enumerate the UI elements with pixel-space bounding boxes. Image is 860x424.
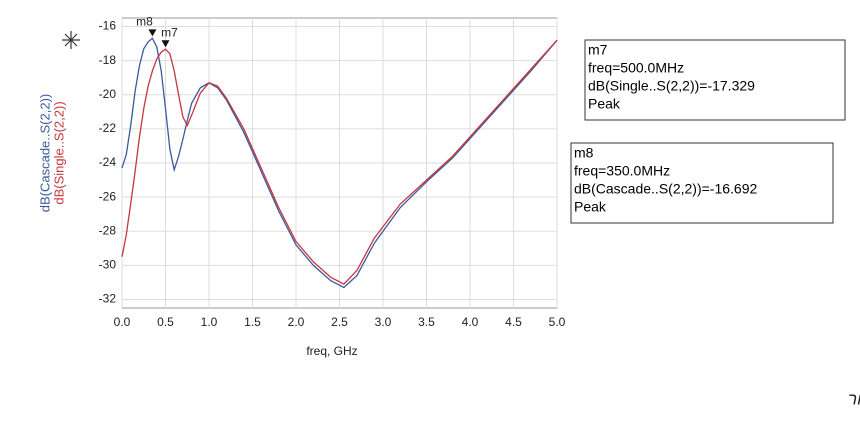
x-tick-label: 4.5 <box>505 315 522 329</box>
caption: איור 4: נתוני הדמיה עבור הפסדי החזרה ביצ… <box>848 389 860 408</box>
series-line <box>121 39 558 285</box>
x-tick-label: 1.0 <box>201 315 218 329</box>
x-tick-label: 5.0 <box>549 315 566 329</box>
y-axis-label: dB(Cascade..S(2,2)) <box>37 94 52 213</box>
y-tick-label: -16 <box>99 19 117 33</box>
marker-box-title: m7 <box>588 42 608 58</box>
y-tick-label: -20 <box>99 87 117 101</box>
y-tick-label: -28 <box>99 223 117 237</box>
x-tick-label: 0.0 <box>114 315 131 329</box>
x-tick-label: 3.0 <box>375 315 392 329</box>
y-tick-label: -22 <box>99 121 117 135</box>
y-tick-label: -18 <box>99 53 117 67</box>
marker-triangle <box>161 40 170 48</box>
marker-label: m8 <box>136 15 153 29</box>
marker-triangle <box>148 29 157 37</box>
marker-box-title: m8 <box>574 145 594 161</box>
x-tick-label: 3.5 <box>418 315 435 329</box>
y-tick-label: -24 <box>99 155 117 169</box>
marker-box-line: freq=500.0MHz <box>588 60 684 76</box>
marker-box-frame <box>584 39 846 121</box>
marker-box-line: Peak <box>588 96 621 112</box>
marker-label: m7 <box>161 25 178 39</box>
logo-icon <box>62 31 80 49</box>
x-tick-label: 2.0 <box>288 315 305 329</box>
marker-box-line: Peak <box>574 199 607 215</box>
marker-box: m7 freq=500.0MHz dB(Single..S(2,2))=-17.32… <box>584 39 846 121</box>
marker-box-frame <box>570 142 834 224</box>
x-tick-label: 0.5 <box>157 315 174 329</box>
marker-box: m8 freq=350.0MHz dB(Cascade..S(2,2))=-16.6… <box>570 142 834 224</box>
marker-box-line: dB(Cascade..S(2,2))=-16.692 <box>574 181 757 197</box>
y-tick-label: -30 <box>99 258 117 272</box>
x-tick-label: 2.5 <box>331 315 348 329</box>
x-tick-label: 1.5 <box>244 315 261 329</box>
y-tick-label: -32 <box>99 292 117 306</box>
y-tick-label: -26 <box>99 189 117 203</box>
y-axis-label: dB(Single..S(2,2)) <box>51 101 66 204</box>
marker-box-line: dB(Single..S(2,2))=-17.329 <box>588 78 755 94</box>
marker-box-line: freq=350.0MHz <box>574 163 670 179</box>
x-tick-label: 4.0 <box>462 315 479 329</box>
x-axis-label: freq, GHz <box>306 344 357 358</box>
